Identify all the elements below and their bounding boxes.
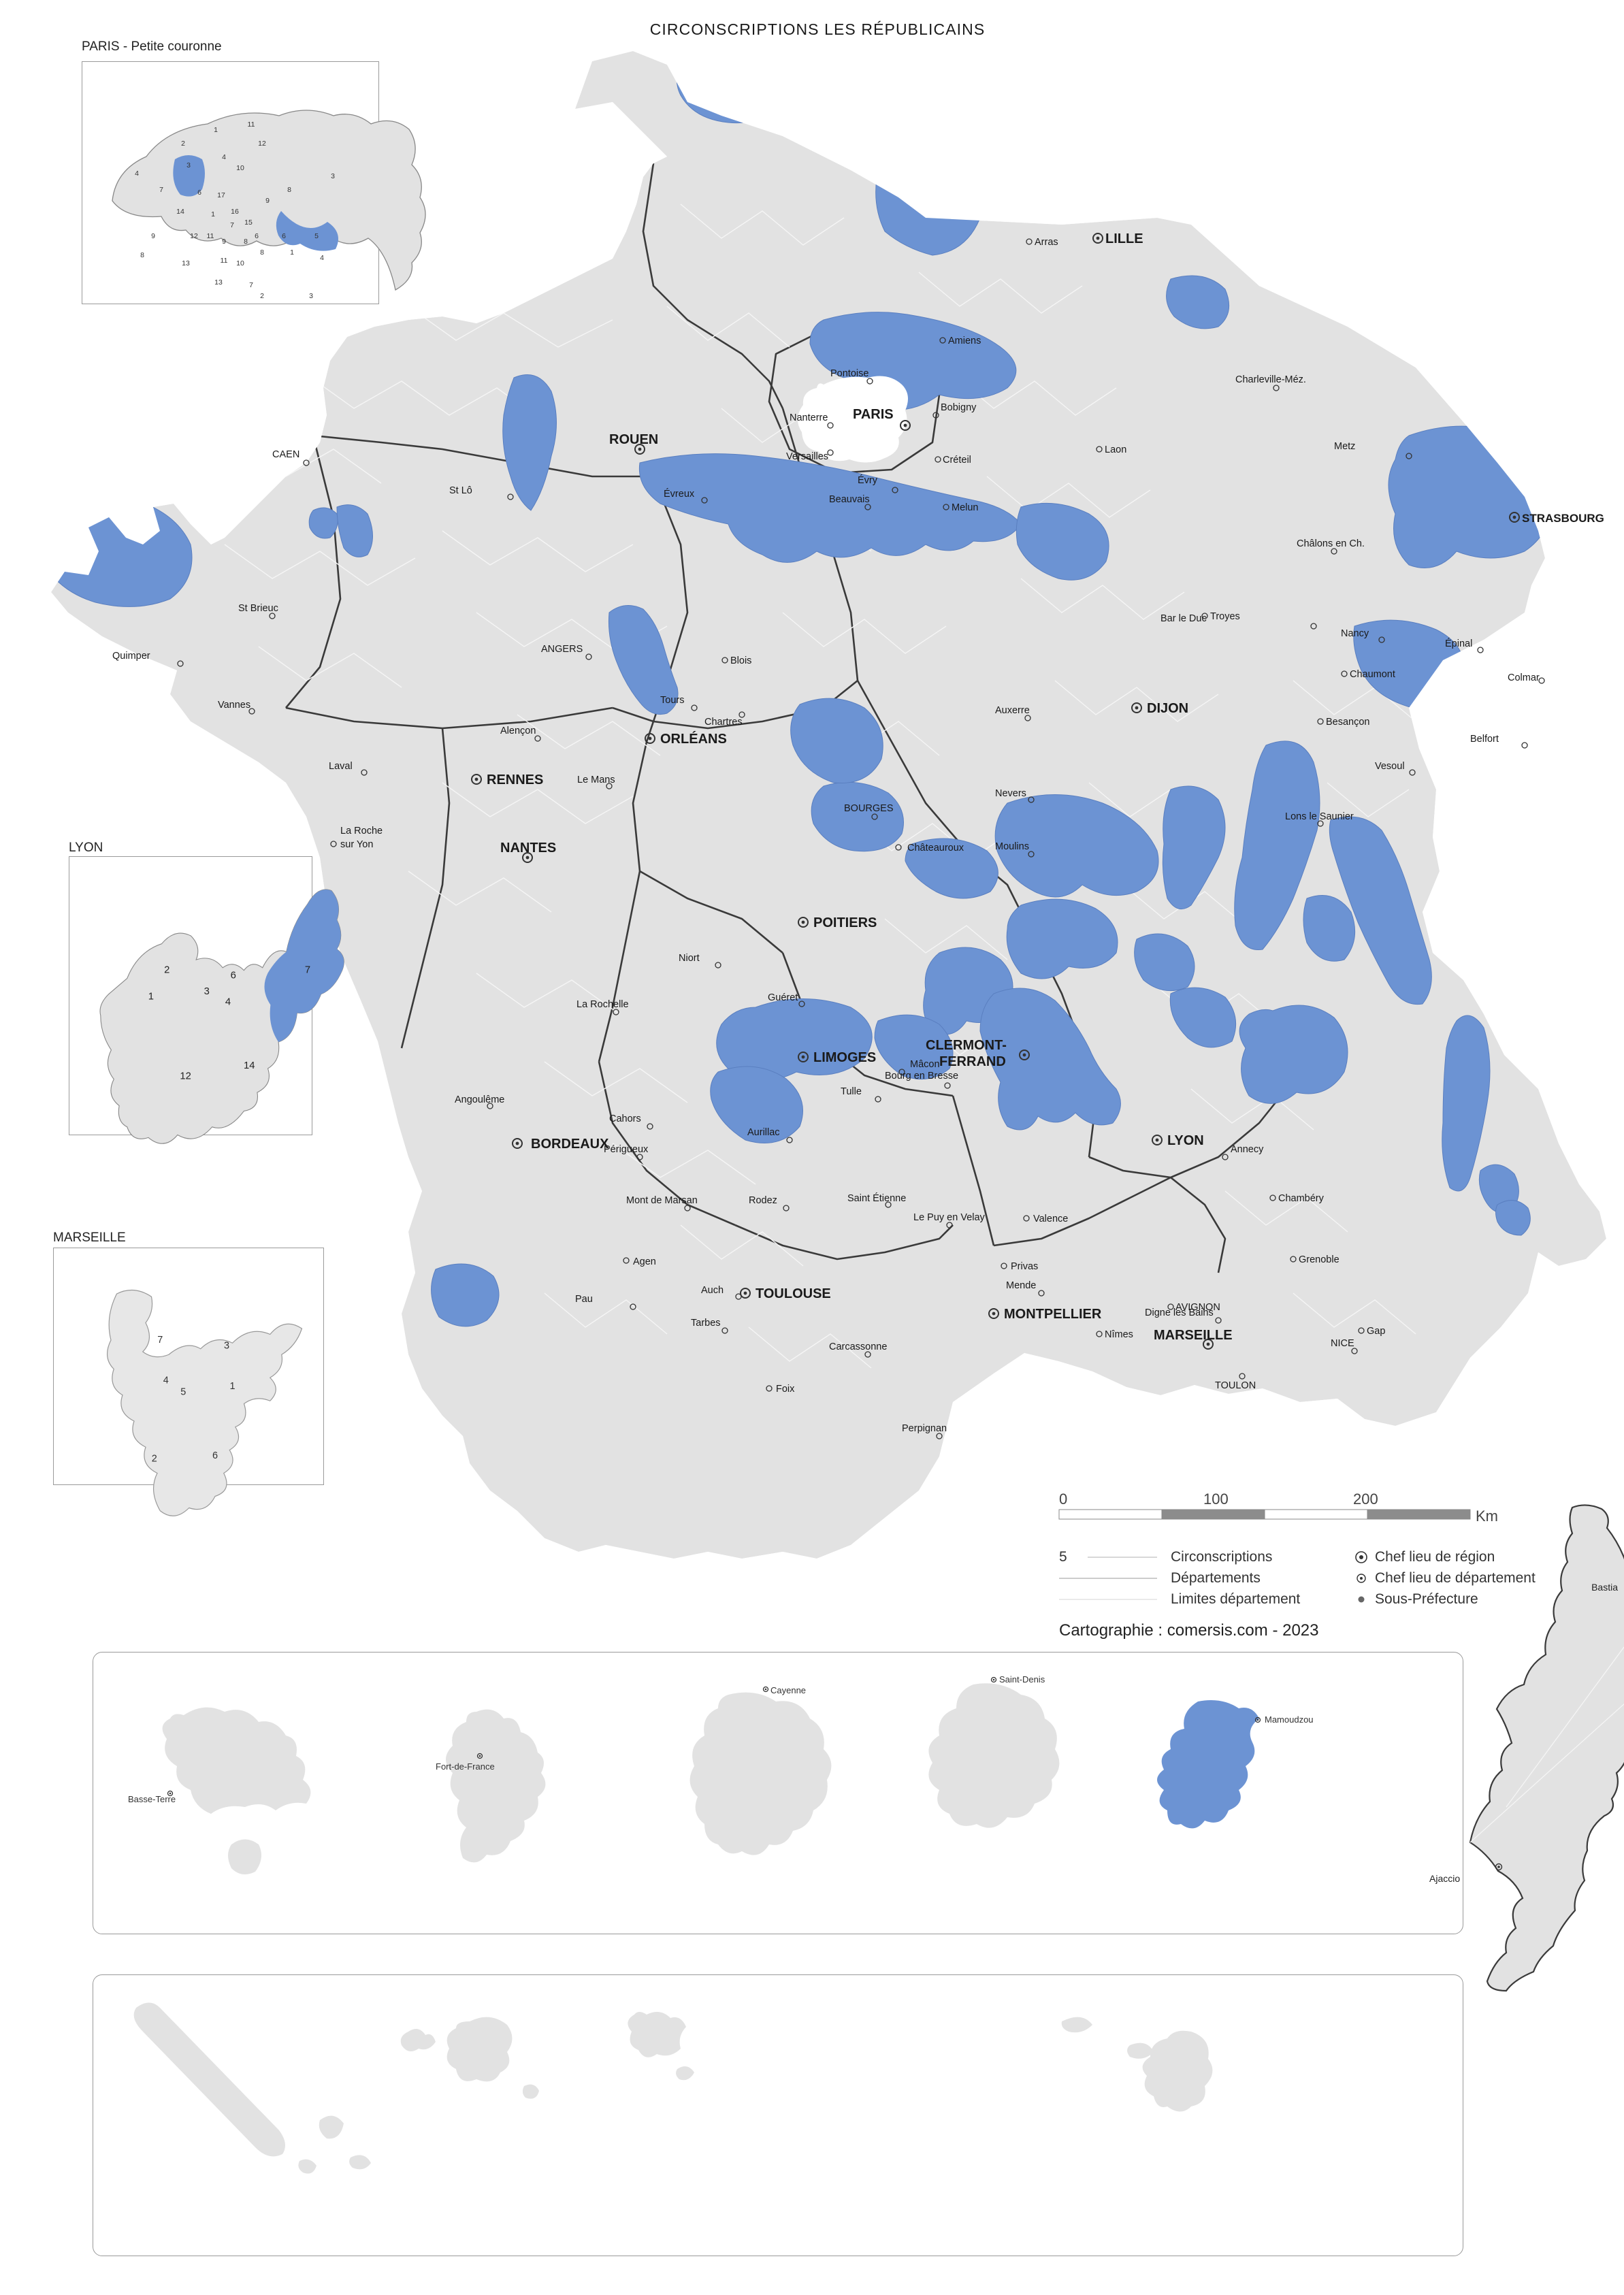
- svg-text:Chef lieu de région: Chef lieu de région: [1375, 1549, 1495, 1565]
- svg-text:Chef lieu de département: Chef lieu de département: [1375, 1570, 1536, 1586]
- svg-text:Limites département: Limites département: [1171, 1591, 1300, 1607]
- svg-text:Départements: Départements: [1171, 1570, 1261, 1586]
- svg-text:Cartographie : comersis.com -: Cartographie : comersis.com - 2023: [1059, 1621, 1319, 1640]
- svg-text:Km: Km: [1476, 1508, 1498, 1525]
- svg-text:200: 200: [1353, 1491, 1378, 1508]
- svg-text:Sous-Préfecture: Sous-Préfecture: [1375, 1591, 1478, 1607]
- svg-text:100: 100: [1203, 1491, 1229, 1508]
- svg-text:5: 5: [1059, 1549, 1067, 1565]
- svg-text:Circonscriptions: Circonscriptions: [1171, 1549, 1272, 1565]
- svg-text:0: 0: [1059, 1491, 1067, 1508]
